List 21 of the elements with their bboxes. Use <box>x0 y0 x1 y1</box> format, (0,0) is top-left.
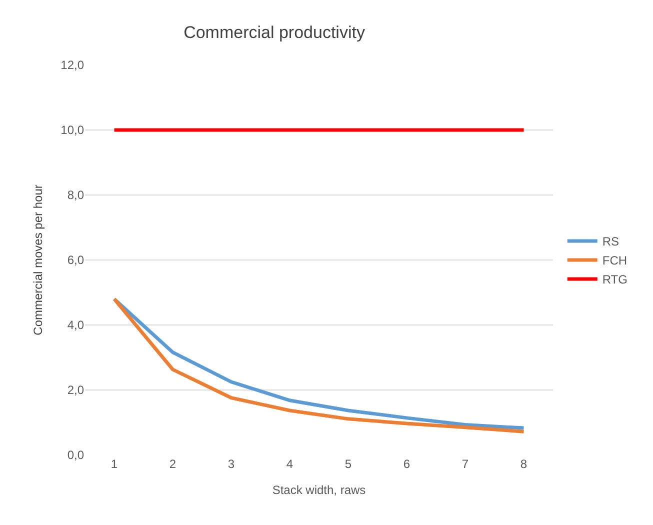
x-tick-label: 3 <box>228 457 235 471</box>
y-tick-label: 12,0 <box>60 58 84 72</box>
y-tick-label: 2,0 <box>67 383 84 398</box>
x-tick-label: 1 <box>110 457 118 471</box>
y-tick-label: 4,0 <box>67 318 84 332</box>
x-tick-label: 7 <box>462 457 469 471</box>
y-tick-label: 8,0 <box>67 188 84 202</box>
x-tick-label: 4 <box>286 457 294 471</box>
y-tick-label: 6,0 <box>67 253 84 268</box>
chart-title: Commercial productivity <box>184 23 366 42</box>
x-tick-label: 8 <box>520 457 528 471</box>
legend-label: RS <box>602 234 620 249</box>
x-axis-title: Stack width, raws <box>272 482 366 497</box>
y-tick-label: 0,0 <box>67 448 84 462</box>
y-tick-label: 10,0 <box>60 123 84 138</box>
legend-label: FCH <box>602 254 628 268</box>
x-tick-label: 2 <box>169 457 176 471</box>
x-tick-label: 6 <box>403 457 410 471</box>
x-tick-label: 5 <box>344 457 352 471</box>
legend-label: RTG <box>602 272 628 287</box>
y-axis-title: Commercial moves per hour <box>30 184 45 336</box>
